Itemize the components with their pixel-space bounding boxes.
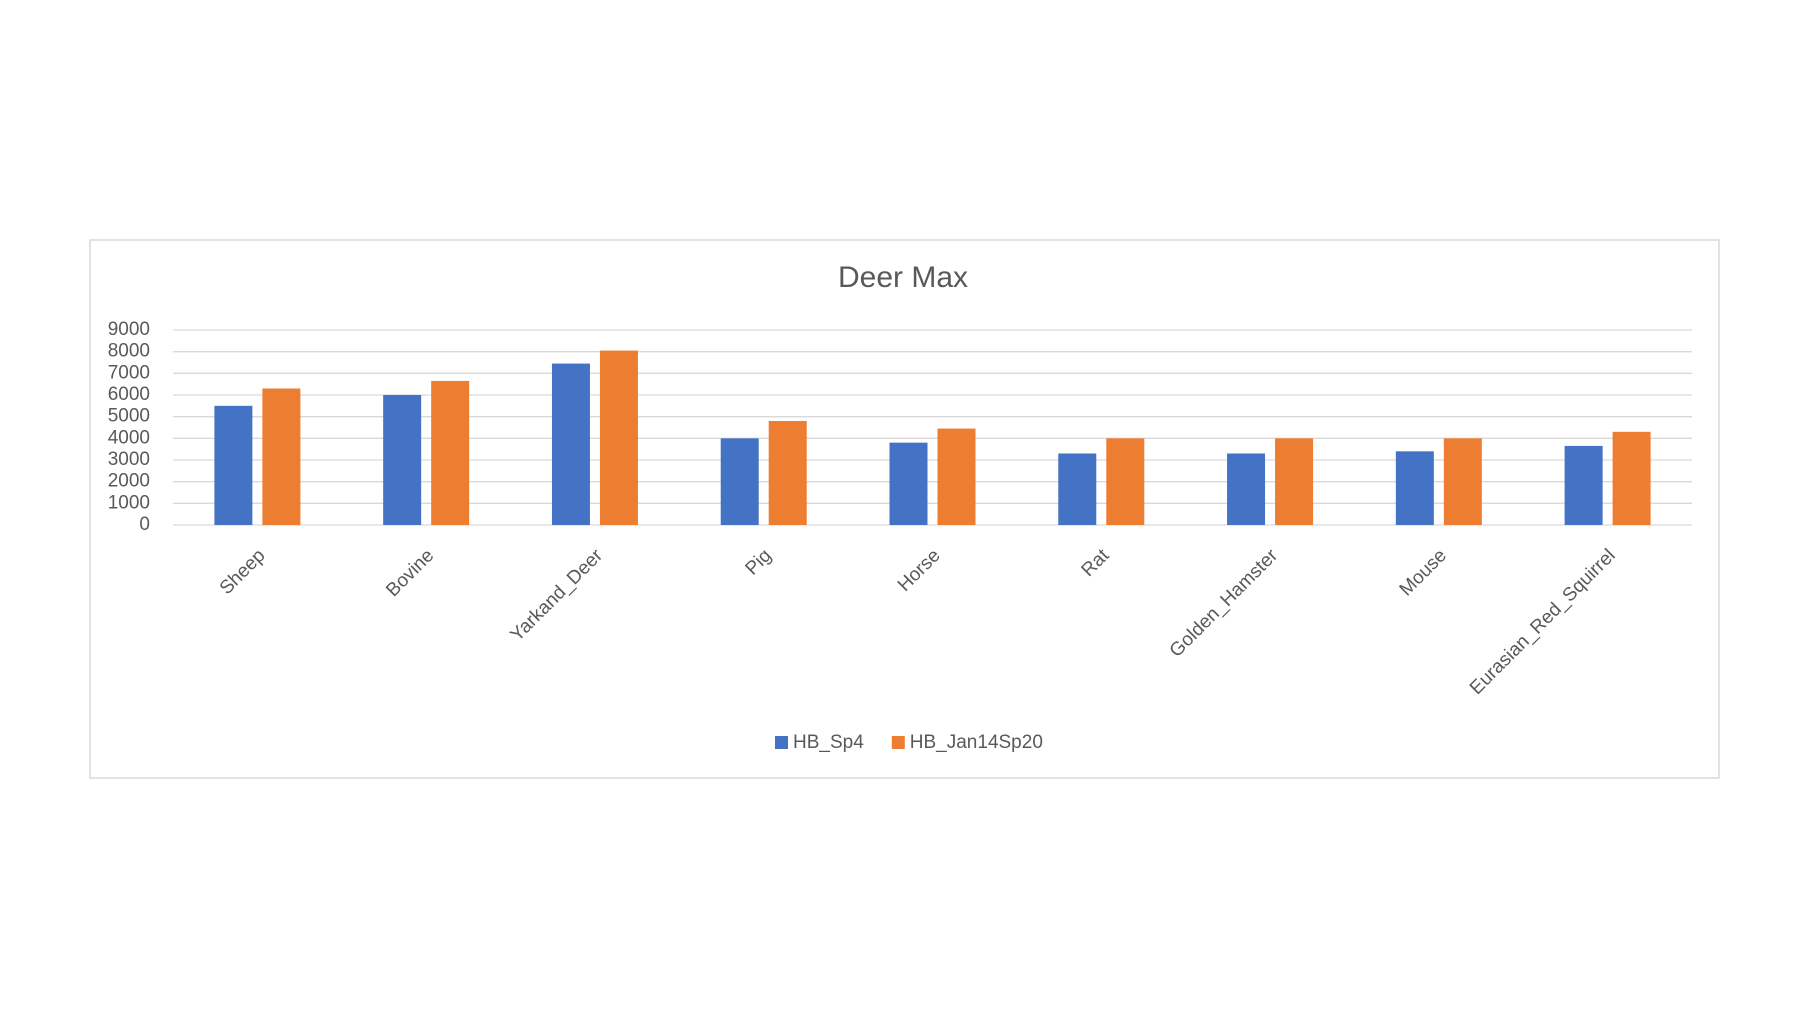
y-tick-label: 2000 <box>108 471 150 492</box>
bar <box>383 395 422 525</box>
legend-swatch <box>891 736 905 749</box>
bar <box>768 421 807 525</box>
bar <box>889 442 928 525</box>
bar <box>1106 438 1145 525</box>
y-tick-label: 1000 <box>108 492 150 513</box>
legend-label: HB_Sp4 <box>793 732 864 753</box>
bar <box>262 388 301 525</box>
y-tick-label: 7000 <box>108 362 150 383</box>
y-tick-label: 6000 <box>108 384 150 405</box>
bar <box>937 428 976 525</box>
y-tick-label: 9000 <box>108 319 150 340</box>
legend-label: HB_Jan14Sp20 <box>910 732 1043 753</box>
bar <box>1227 453 1266 525</box>
bar <box>1058 453 1097 525</box>
bar <box>720 438 759 525</box>
legend-swatch <box>775 736 788 749</box>
bar <box>431 380 470 525</box>
y-tick-label: 0 <box>139 514 150 535</box>
y-tick-label: 3000 <box>108 449 150 470</box>
bar <box>214 405 253 525</box>
bar <box>1443 438 1482 525</box>
bar <box>1395 451 1434 525</box>
bar <box>1275 438 1314 525</box>
bar <box>551 363 590 525</box>
bar <box>599 350 638 525</box>
y-tick-label: 5000 <box>108 406 150 427</box>
bar <box>1564 445 1603 525</box>
chart-title: Deer Max <box>838 261 968 294</box>
y-tick-label: 4000 <box>108 427 150 448</box>
bar <box>1612 431 1651 525</box>
y-tick-label: 8000 <box>108 341 150 362</box>
